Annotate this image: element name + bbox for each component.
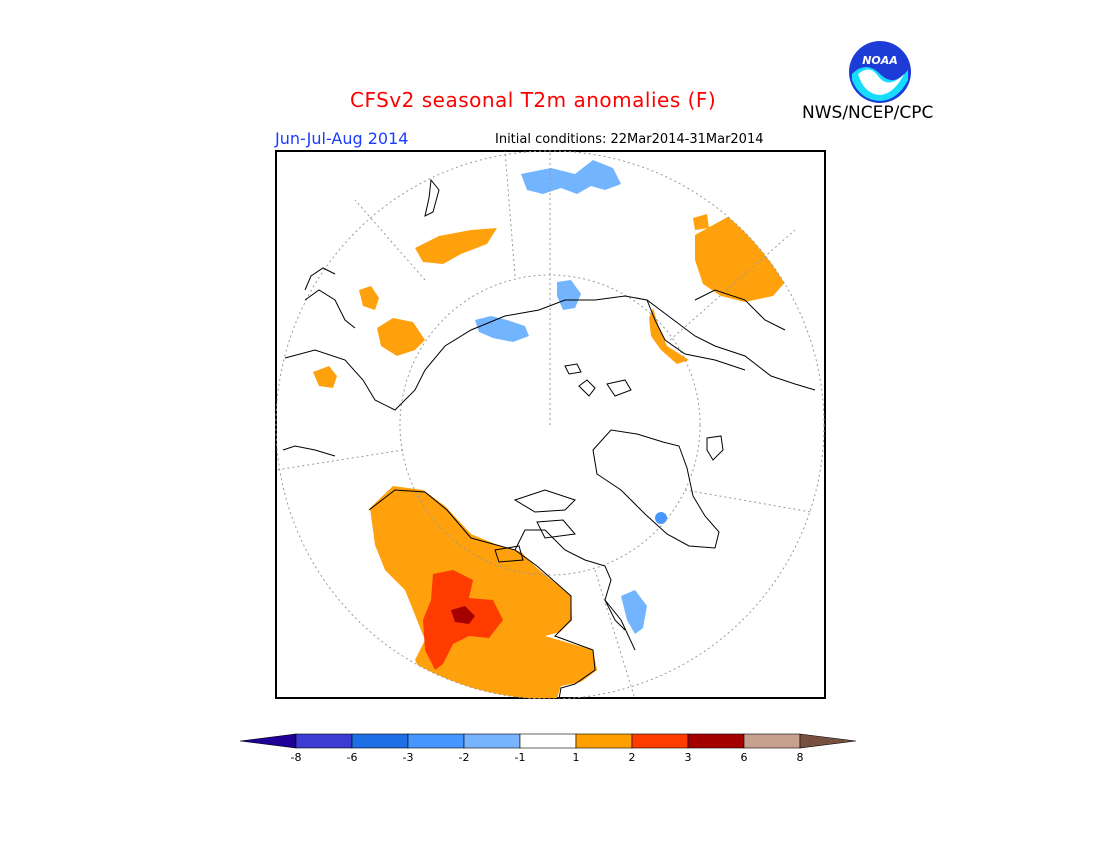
legend-bin xyxy=(575,733,633,749)
noaa-logo: NOAA xyxy=(849,41,911,103)
anomaly-layer xyxy=(313,160,787,699)
polar-map xyxy=(275,150,826,699)
noaa-logo-gull xyxy=(858,69,904,95)
legend-tick-label: -3 xyxy=(403,751,414,764)
noaa-logo-text: NOAA xyxy=(862,54,898,67)
coastline-iceland xyxy=(706,435,724,461)
coastline-greenland xyxy=(592,429,720,549)
meridian-3 xyxy=(684,489,812,513)
coastlines xyxy=(282,178,816,699)
graticule-outer xyxy=(275,150,825,699)
legend-tick-label: 2 xyxy=(629,751,636,764)
legend-bin xyxy=(351,733,409,749)
meridian-2 xyxy=(504,150,516,277)
legend-tick-label: -6 xyxy=(347,751,358,764)
anomaly-cool-greenland-spot xyxy=(655,512,667,524)
anomaly-warm-sea xyxy=(693,214,709,230)
legend-bin xyxy=(799,733,857,749)
legend-bin xyxy=(295,733,353,749)
anomaly-warm-east-asia xyxy=(649,308,689,364)
anomaly-cool-atlantic xyxy=(621,590,647,634)
coastline-africa-europe xyxy=(282,267,336,457)
legend-bin xyxy=(239,733,297,749)
coastline-north-pole-region xyxy=(564,363,632,397)
coastline-north-america xyxy=(368,489,636,699)
legend-tick-label: -2 xyxy=(459,751,470,764)
color-legend: -8 -6 -3 -2 -1 1 2 3 6 8 xyxy=(239,733,857,764)
anomaly-warm-north-africa xyxy=(313,366,337,388)
coastline-eurasia xyxy=(284,289,816,411)
anomaly-very-hot-core xyxy=(451,606,475,624)
meridian-4 xyxy=(275,449,404,471)
legend-bin xyxy=(407,733,465,749)
legend-tick-label: 3 xyxy=(685,751,692,764)
legend-tick-label: 6 xyxy=(741,751,748,764)
legend-bin xyxy=(463,733,521,749)
anomaly-warm-ne-asia xyxy=(695,214,787,302)
legend-tick-label: -8 xyxy=(291,751,302,764)
legend-tick-label: 1 xyxy=(573,751,580,764)
map-title: CFSv2 seasonal T2m anomalies (F) xyxy=(350,88,717,112)
legend-tick-label: -1 xyxy=(515,751,526,764)
coastline-india xyxy=(424,178,440,217)
season-label: Jun-Jul-Aug 2014 xyxy=(275,129,409,148)
coastline-east-asia xyxy=(646,289,786,371)
coastline-arctic-islands xyxy=(494,489,576,563)
graticule xyxy=(275,150,825,699)
agency-label: NWS/NCEP/CPC xyxy=(802,103,934,123)
legend-bin xyxy=(631,733,689,749)
legend-bin xyxy=(687,733,745,749)
initial-conditions-label: Initial conditions: 22Mar2014-31Mar2014 xyxy=(495,132,764,147)
anomaly-warm-europe-2 xyxy=(377,318,425,356)
anomaly-cool-indian-ocean xyxy=(521,160,621,194)
legend-bin xyxy=(743,733,801,749)
anomaly-warm-europe-3 xyxy=(359,286,379,310)
anomaly-warm-europe-1 xyxy=(415,228,497,264)
legend-bin xyxy=(519,733,577,749)
anomaly-cool-kamchatka xyxy=(557,280,581,310)
legend-tick-label: 8 xyxy=(797,751,804,764)
